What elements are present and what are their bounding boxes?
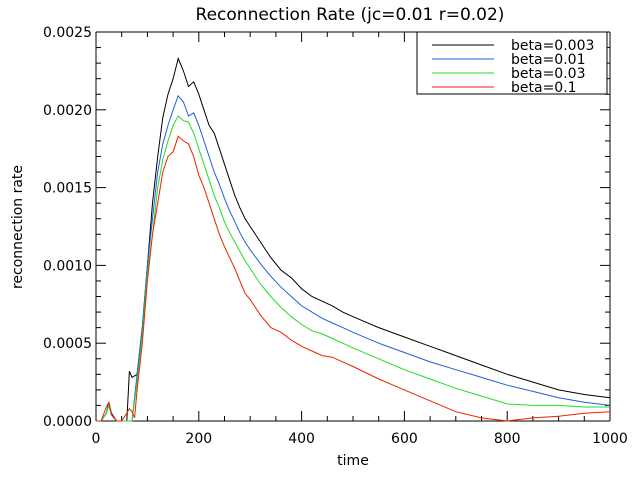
x-tick-label: 200 [185,431,212,447]
series-line-1 [96,56,611,422]
legend-box [416,31,608,95]
series-line-4 [96,135,611,422]
x-tick-label: 0 [92,431,101,447]
y-tick-label: 0.0010 [43,258,92,274]
x-tick-label: 1000 [592,431,628,447]
y-tick-label: 0.0005 [43,336,92,352]
series-group [96,56,611,422]
legend-label-3: beta=0.03 [511,66,585,82]
y-axis-label: reconnection rate [10,165,26,289]
axis-tick-labels: 0 200 400 600 800 1000 0.0000 0.0005 0.0010 0.001… [43,25,628,447]
x-axis-label: time [337,453,369,469]
legend-label-2: beta=0.01 [511,52,585,68]
x-tick-label: 600 [391,431,418,447]
x-tick-label: 800 [494,431,521,447]
series-line-3 [96,115,610,422]
y-tick-label: 0.0015 [43,181,92,197]
chart-title: Reconnection Rate (jc=0.01 r=0.02) [196,5,505,25]
y-tick-label: 0.0020 [43,103,92,119]
y-tick-label: 0.0000 [43,414,92,430]
y-tick-label: 0.0025 [43,25,92,41]
x-tick-label: 400 [288,431,315,447]
legend-label-4: beta=0.1 [511,80,577,96]
series-line-2 [96,94,611,422]
legend-label-1: beta=0.003 [511,38,594,54]
